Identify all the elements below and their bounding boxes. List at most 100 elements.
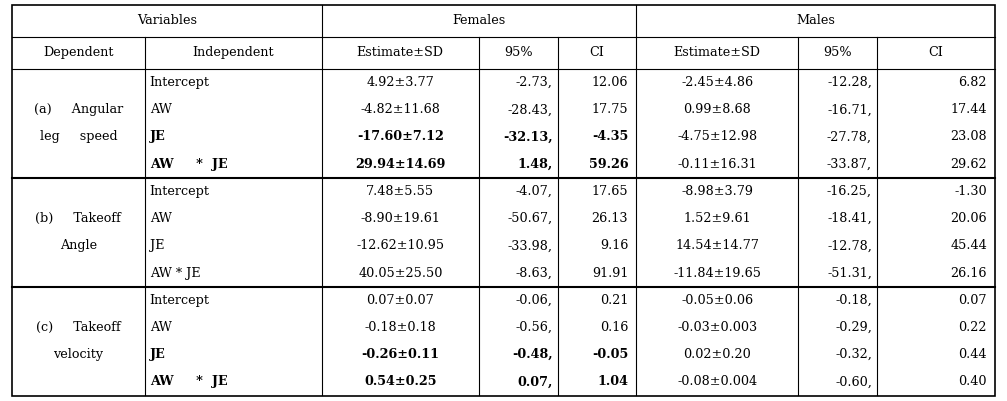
- Text: 6.82: 6.82: [959, 76, 987, 89]
- Text: -0.11±16.31: -0.11±16.31: [678, 158, 757, 171]
- Text: -4.35: -4.35: [592, 130, 628, 144]
- Text: Intercept: Intercept: [150, 76, 209, 89]
- Text: 29.94±14.69: 29.94±14.69: [355, 158, 445, 171]
- Text: -0.03±0.003: -0.03±0.003: [677, 321, 757, 334]
- Text: AW     *  JE: AW * JE: [150, 375, 228, 388]
- Text: -32.13,: -32.13,: [502, 130, 553, 144]
- Text: AW: AW: [150, 103, 171, 116]
- Text: -28.43,: -28.43,: [508, 103, 553, 116]
- Text: 45.44: 45.44: [951, 239, 987, 252]
- Text: -0.08±0.004: -0.08±0.004: [677, 375, 757, 388]
- Text: 17.65: 17.65: [591, 185, 628, 198]
- Text: -1.30: -1.30: [955, 185, 987, 198]
- Text: 95%: 95%: [504, 47, 533, 59]
- Text: JE: JE: [150, 348, 165, 361]
- Text: 0.21: 0.21: [600, 294, 628, 307]
- Text: -0.56,: -0.56,: [516, 321, 553, 334]
- Text: AW: AW: [150, 321, 171, 334]
- Text: -12.62±10.95: -12.62±10.95: [356, 239, 444, 252]
- Text: JE: JE: [150, 239, 164, 252]
- Text: CI: CI: [928, 47, 944, 59]
- Text: -4.07,: -4.07,: [516, 185, 553, 198]
- Text: -17.60±7.12: -17.60±7.12: [356, 130, 444, 144]
- Text: -0.06,: -0.06,: [516, 294, 553, 307]
- Text: 23.08: 23.08: [951, 130, 987, 144]
- Text: -0.26±0.11: -0.26±0.11: [362, 348, 439, 361]
- Text: (a)     Angular: (a) Angular: [34, 103, 123, 116]
- Text: -12.28,: -12.28,: [827, 76, 872, 89]
- Text: -0.18±0.18: -0.18±0.18: [365, 321, 436, 334]
- Text: -2.45±4.86: -2.45±4.86: [681, 76, 753, 89]
- Text: Intercept: Intercept: [150, 185, 209, 198]
- Text: 1.52±9.61: 1.52±9.61: [684, 212, 751, 225]
- Text: 17.44: 17.44: [951, 103, 987, 116]
- Text: -0.05±0.06: -0.05±0.06: [681, 294, 753, 307]
- Text: Angle: Angle: [59, 239, 97, 252]
- Text: 40.05±25.50: 40.05±25.50: [358, 267, 442, 279]
- Text: leg     speed: leg speed: [39, 130, 117, 144]
- Text: -0.48,: -0.48,: [512, 348, 553, 361]
- Text: 4.92±3.77: 4.92±3.77: [367, 76, 434, 89]
- Text: -18.41,: -18.41,: [827, 212, 872, 225]
- Text: -16.25,: -16.25,: [827, 185, 872, 198]
- Text: 0.07,: 0.07,: [518, 375, 553, 388]
- Text: 59.26: 59.26: [588, 158, 628, 171]
- Text: 1.48,: 1.48,: [518, 158, 553, 171]
- Text: Independent: Independent: [192, 47, 274, 59]
- Text: -12.78,: -12.78,: [827, 239, 872, 252]
- Text: 1.04: 1.04: [597, 375, 628, 388]
- Text: -11.84±19.65: -11.84±19.65: [674, 267, 761, 279]
- Text: -4.75±12.98: -4.75±12.98: [677, 130, 757, 144]
- Text: AW * JE: AW * JE: [150, 267, 200, 279]
- Text: -16.71,: -16.71,: [827, 103, 872, 116]
- Text: 0.44: 0.44: [959, 348, 987, 361]
- Text: -0.60,: -0.60,: [835, 375, 872, 388]
- Text: AW: AW: [150, 212, 171, 225]
- Text: 26.16: 26.16: [951, 267, 987, 279]
- Text: 0.99±8.68: 0.99±8.68: [684, 103, 751, 116]
- Text: -0.29,: -0.29,: [835, 321, 872, 334]
- Text: (b)     Takeoff: (b) Takeoff: [35, 212, 122, 225]
- Text: Dependent: Dependent: [43, 47, 114, 59]
- Text: (c)     Takeoff: (c) Takeoff: [36, 321, 121, 334]
- Text: Estimate±SD: Estimate±SD: [674, 47, 760, 59]
- Text: 91.91: 91.91: [592, 267, 628, 279]
- Text: 0.22: 0.22: [959, 321, 987, 334]
- Text: -8.90±19.61: -8.90±19.61: [361, 212, 440, 225]
- Text: 14.54±14.77: 14.54±14.77: [676, 239, 759, 252]
- Text: Variables: Variables: [137, 14, 197, 27]
- Text: -2.73,: -2.73,: [516, 76, 553, 89]
- Text: -0.05: -0.05: [592, 348, 628, 361]
- Text: 0.07: 0.07: [959, 294, 987, 307]
- Text: -50.67,: -50.67,: [508, 212, 553, 225]
- Text: Males: Males: [797, 14, 835, 27]
- Text: CI: CI: [589, 47, 604, 59]
- Text: 0.16: 0.16: [600, 321, 628, 334]
- Text: 0.02±0.20: 0.02±0.20: [684, 348, 751, 361]
- Text: -0.18,: -0.18,: [835, 294, 872, 307]
- Text: -51.31,: -51.31,: [827, 267, 872, 279]
- Text: -8.98±3.79: -8.98±3.79: [682, 185, 753, 198]
- Text: -33.87,: -33.87,: [827, 158, 872, 171]
- Text: Females: Females: [452, 14, 506, 27]
- Text: 20.06: 20.06: [951, 212, 987, 225]
- Text: Estimate±SD: Estimate±SD: [356, 47, 444, 59]
- Text: -33.98,: -33.98,: [508, 239, 553, 252]
- Text: 0.07±0.07: 0.07±0.07: [367, 294, 434, 307]
- Text: 95%: 95%: [824, 47, 852, 59]
- Text: Intercept: Intercept: [150, 294, 209, 307]
- Text: 12.06: 12.06: [592, 76, 628, 89]
- Text: 7.48±5.55: 7.48±5.55: [367, 185, 434, 198]
- Text: -4.82±11.68: -4.82±11.68: [361, 103, 440, 116]
- Text: 0.40: 0.40: [959, 375, 987, 388]
- Text: 26.13: 26.13: [592, 212, 628, 225]
- Text: -0.32,: -0.32,: [835, 348, 872, 361]
- Text: -27.78,: -27.78,: [827, 130, 872, 144]
- Text: 9.16: 9.16: [600, 239, 628, 252]
- Text: JE: JE: [150, 130, 165, 144]
- Text: velocity: velocity: [53, 348, 104, 361]
- Text: 0.54±0.25: 0.54±0.25: [365, 375, 437, 388]
- Text: 29.62: 29.62: [951, 158, 987, 171]
- Text: -8.63,: -8.63,: [516, 267, 553, 279]
- Text: AW     *  JE: AW * JE: [150, 158, 228, 171]
